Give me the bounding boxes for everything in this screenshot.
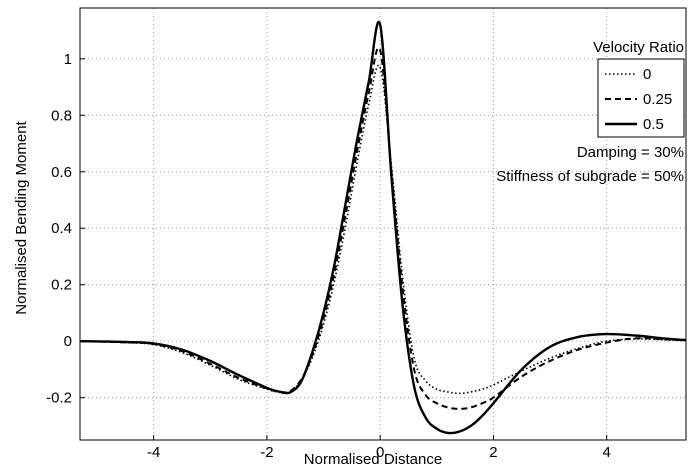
y-tick-label: 0.2 — [51, 277, 72, 294]
y-axis-label: Normalised Bending Moment — [13, 120, 30, 314]
y-tick-label: 1 — [64, 51, 72, 68]
y-tick-label: -0.2 — [46, 390, 72, 407]
annotations: Damping = 30% Stiffness of subgrade = 50% — [496, 144, 684, 185]
grid-lines — [80, 8, 686, 440]
legend-label: 0.5 — [643, 116, 664, 133]
x-tick-label: -4 — [147, 444, 160, 461]
x-tick-label: -2 — [260, 444, 273, 461]
y-tick-label: 0.8 — [51, 107, 72, 124]
legend-label: 0.25 — [643, 91, 672, 108]
legend-title: Velocity Ratio — [593, 39, 684, 56]
x-tick-label: 2 — [489, 444, 497, 461]
x-axis-label: Normalised Distance — [304, 451, 442, 468]
annotation-text: Damping = 30% — [577, 144, 684, 161]
series-line-solid — [79, 20, 687, 435]
plot-frame — [79, 7, 687, 441]
axis-ticks: -4 -2 0 2 4 -0.2 0 0.2 0.4 0.6 0.8 1 — [46, 51, 611, 461]
x-tick-label: 0 — [376, 444, 384, 461]
y-tick-label: 0 — [64, 333, 72, 350]
y-tick-label: 0.4 — [51, 220, 72, 237]
legend: Velocity Ratio 0 0.25 0.5 — [593, 39, 685, 138]
y-tick-label: 0.6 — [51, 164, 72, 181]
x-tick-label: 4 — [603, 444, 611, 461]
legend-label: 0 — [643, 66, 651, 83]
series-layer — [79, 20, 687, 435]
annotation-text: Stiffness of subgrade = 50% — [496, 168, 684, 185]
